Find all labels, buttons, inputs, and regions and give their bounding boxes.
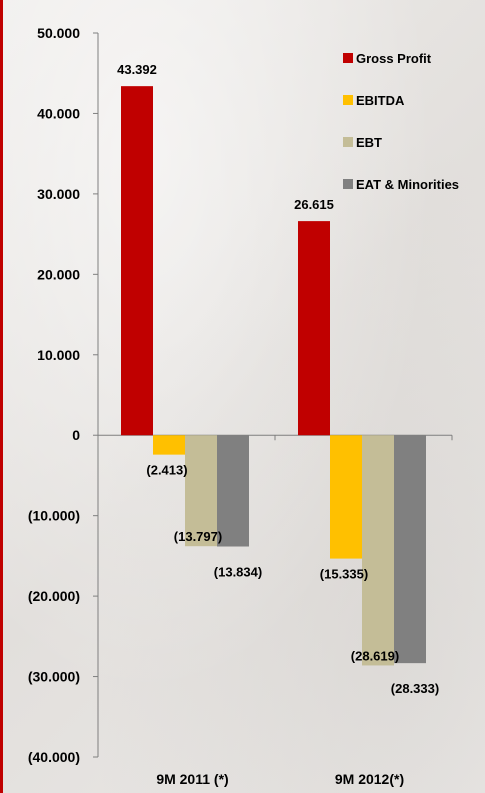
data-label: (13.834) — [214, 565, 262, 580]
accent-line — [0, 0, 3, 793]
bar-eat-minorities — [394, 435, 426, 664]
data-label: (28.333) — [391, 681, 439, 696]
chart-legend: Gross Profit EBITDA EBT EAT & Minorities — [343, 51, 459, 192]
data-label: 26.615 — [294, 197, 334, 212]
y-tick-label: (40.000) — [28, 749, 80, 765]
data-labels: 43.392 26.615 (2.413) (15.335) (13.797) (28.6… — [117, 62, 439, 696]
bar-ebitda — [153, 435, 185, 455]
y-tick-label: 10.000 — [37, 347, 80, 363]
bar-gross-profit — [298, 221, 330, 436]
bar-eat-minorities — [217, 435, 249, 547]
legend-swatch — [343, 53, 353, 63]
x-category-label: 9M 2012(*) — [335, 771, 404, 787]
data-label: (13.797) — [174, 529, 222, 544]
y-tick-label: 30.000 — [37, 186, 80, 202]
legend-swatch — [343, 95, 353, 105]
data-label: 43.392 — [117, 62, 157, 77]
chart-bars — [121, 86, 426, 666]
legend-label: Gross Profit — [356, 51, 432, 66]
data-label: (15.335) — [320, 567, 368, 582]
x-category-label: 9M 2011 (*) — [156, 771, 228, 787]
legend-swatch — [343, 137, 353, 147]
y-axis-ticks: 50.000 40.000 30.000 20.000 10.000 0 (10.000) (… — [28, 25, 98, 765]
bar-gross-profit — [121, 86, 153, 436]
legend-label: EAT & Minorities — [356, 177, 459, 192]
bar-ebitda — [330, 435, 362, 559]
y-tick-label: 40.000 — [37, 105, 80, 121]
bar-ebt — [362, 435, 394, 666]
x-axis-categories: 9M 2011 (*) 9M 2012(*) — [156, 771, 404, 787]
y-tick-label: 50.000 — [37, 25, 80, 41]
y-tick-label: (10.000) — [28, 508, 80, 524]
y-tick-label: (30.000) — [28, 669, 80, 685]
data-label: (2.413) — [146, 463, 187, 478]
bar-ebt — [185, 435, 217, 547]
y-tick-label: 0 — [72, 427, 80, 443]
legend-label: EBT — [356, 135, 382, 150]
legend-swatch — [343, 179, 353, 189]
legend-label: EBITDA — [356, 93, 405, 108]
y-tick-label: 20.000 — [37, 266, 80, 282]
y-tick-label: (20.000) — [28, 588, 80, 604]
data-label: (28.619) — [351, 648, 399, 663]
